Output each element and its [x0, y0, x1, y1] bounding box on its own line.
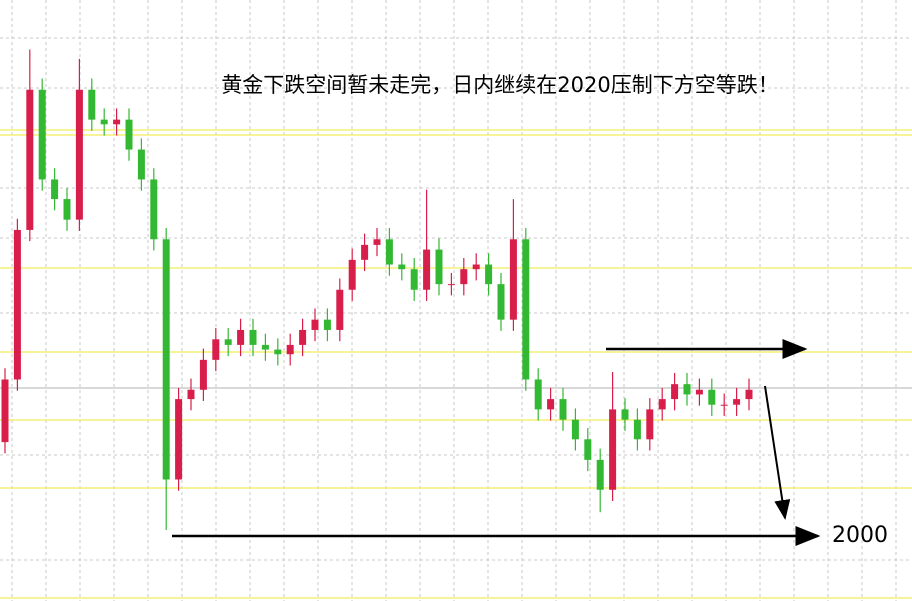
candle-body — [633, 419, 641, 440]
candle-body — [733, 399, 741, 405]
candle-body — [13, 229, 21, 380]
candle-body — [38, 89, 46, 180]
candle-body — [249, 329, 257, 345]
candle-body — [286, 344, 294, 355]
candle-body — [559, 399, 567, 420]
candle-body — [299, 329, 307, 345]
target-label: 2000 — [832, 523, 888, 548]
candle-body — [398, 264, 406, 270]
candle-body — [423, 249, 431, 290]
candle-body — [137, 149, 145, 180]
candle-body — [150, 179, 158, 240]
candle-body — [708, 389, 716, 405]
candle-body — [609, 409, 617, 490]
candle-body — [584, 439, 592, 460]
candle-body — [75, 89, 83, 220]
candle-body — [237, 329, 245, 345]
candle-body — [373, 239, 381, 245]
candle-body — [224, 339, 232, 345]
candle-body — [460, 269, 468, 285]
candle-body — [113, 119, 121, 125]
candle-body — [646, 409, 654, 440]
candles — [1, 49, 753, 530]
candle-body — [522, 239, 530, 380]
candle-body — [571, 419, 579, 440]
candle-body — [162, 239, 170, 480]
candle-body — [274, 349, 282, 355]
candle-body — [88, 89, 96, 120]
candle-body — [497, 284, 505, 320]
candle-body — [671, 384, 679, 400]
candle-body — [658, 399, 666, 410]
candle-body — [621, 409, 629, 420]
candle-body — [410, 269, 418, 290]
candle-body — [745, 389, 753, 400]
candle-body — [26, 89, 34, 230]
candle-body — [534, 379, 542, 410]
candle-body — [125, 119, 133, 150]
candle-body — [175, 399, 183, 480]
candle-body — [199, 359, 207, 390]
candle-body — [683, 384, 691, 395]
candle-body — [509, 239, 517, 320]
candle-body — [187, 389, 195, 400]
candle-body — [100, 119, 108, 125]
candle-body — [1, 379, 9, 443]
candle-body — [311, 319, 319, 330]
chart-title: 黄金下跌空间暂未走完，日内继续在2020压制下方空等跌！ — [221, 73, 778, 97]
candle-body — [547, 399, 555, 410]
candle-body — [63, 199, 71, 220]
level-lines — [0, 129, 912, 599]
candle-body — [336, 289, 344, 330]
candle-body — [472, 264, 480, 270]
candle-body — [485, 264, 493, 285]
candle-body — [385, 239, 393, 265]
candle-body — [435, 249, 443, 285]
candle-body — [261, 344, 269, 350]
candle-body — [695, 389, 703, 395]
annotation-arrows — [172, 339, 821, 546]
candle-body — [51, 179, 59, 200]
candle-body — [212, 339, 220, 360]
candle-body — [720, 404, 728, 406]
candle-body — [323, 319, 331, 330]
candle-body — [596, 459, 604, 490]
candle-body — [361, 244, 369, 260]
candle-body — [447, 284, 455, 286]
candle-body — [348, 259, 356, 290]
